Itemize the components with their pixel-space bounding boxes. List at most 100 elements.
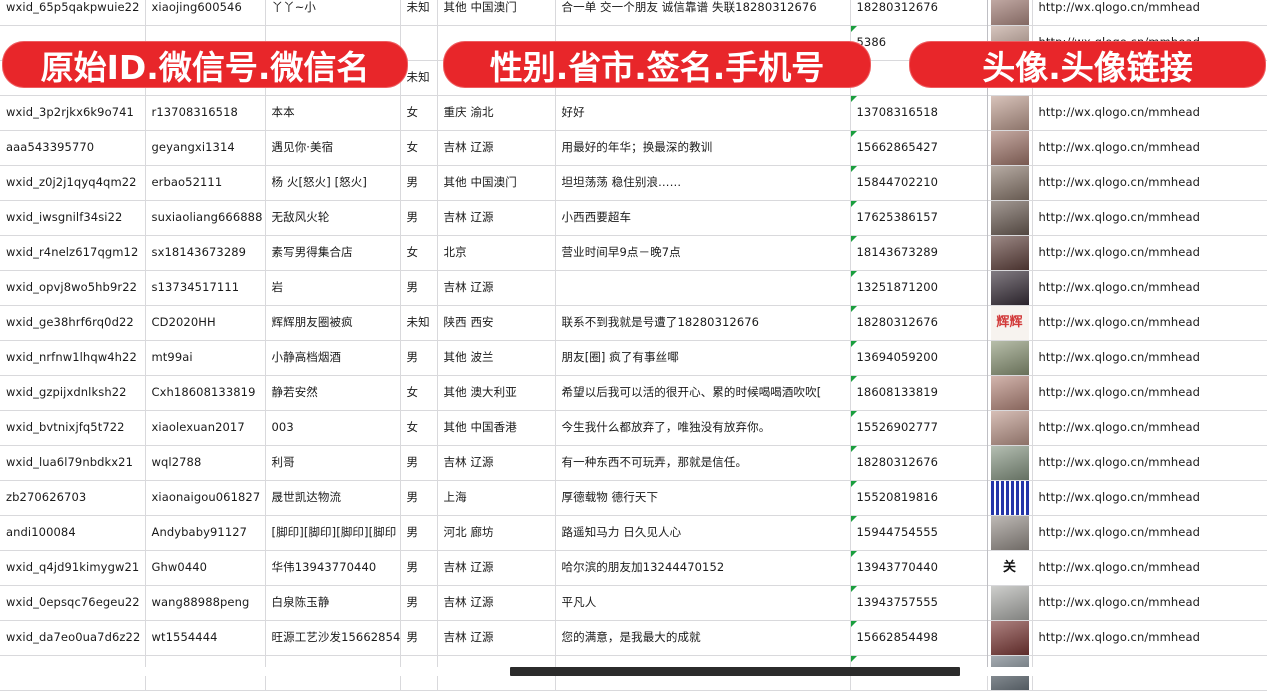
avatar[interactable]	[990, 410, 1029, 445]
cell-signature[interactable]: 厚德载物 德行天下	[555, 480, 851, 516]
cell-original-id[interactable]: wxid_ge38hrf6rq0d22	[0, 305, 146, 341]
cell-avatar-url[interactable]: http://wx.qlogo.cn/mmhead	[1032, 410, 1267, 446]
table-row[interactable]: wxid_nrfnw1lhqw4h22 mt99ai 小静高档烟酒男其他 波兰 朋友[…	[0, 340, 1267, 376]
cell-avatar[interactable]: 辉辉	[987, 305, 1033, 341]
cell-signature[interactable]: 平凡人	[555, 585, 851, 621]
cell-nickname[interactable]: 小静高档烟酒	[265, 340, 401, 376]
cell-province-city[interactable]: 吉林 辽源	[437, 445, 556, 481]
cell-avatar[interactable]	[987, 95, 1033, 131]
cell-avatar[interactable]	[987, 130, 1033, 166]
cell-avatar-url[interactable]: http://wx.qlogo.cn/mmhead	[1032, 480, 1267, 516]
cell-avatar-url[interactable]: http://wx.qlogo.cn/mmhead	[1032, 585, 1267, 621]
table-row[interactable]: wxid_opvj8wo5hb9r22 s13734517111 岩男吉林 辽源 13…	[0, 270, 1267, 306]
cell-nickname[interactable]: 旺源工艺沙发15662854	[265, 620, 401, 656]
cell-signature[interactable]: 您的满意，是我最大的成就	[555, 620, 851, 656]
cell-province-city[interactable]: 北京	[437, 235, 556, 271]
cell-province-city[interactable]: 吉林 辽源	[437, 200, 556, 236]
avatar[interactable]	[990, 200, 1029, 235]
cell-avatar-url[interactable]: http://wx.qlogo.cn/mmhead	[1032, 515, 1267, 551]
cell-province-city[interactable]: 吉林 辽源	[437, 585, 556, 621]
cell-phone-number[interactable]: 15944754555	[850, 515, 988, 551]
cell-gender[interactable]: 男	[400, 270, 438, 306]
cell-phone-number[interactable]: 18280312676	[850, 0, 988, 26]
cell-gender[interactable]: 女	[400, 375, 438, 411]
cell-gender[interactable]: 女	[400, 130, 438, 166]
cell-avatar[interactable]	[987, 0, 1033, 26]
cell-phone-number[interactable]: 13694059200	[850, 340, 988, 376]
cell-avatar[interactable]	[987, 445, 1033, 481]
cell-nickname[interactable]: 素写男得集合店	[265, 235, 401, 271]
cell-gender[interactable]: 男	[400, 550, 438, 586]
cell-wechat-id[interactable]: erbao52111	[145, 165, 266, 201]
avatar[interactable]	[990, 620, 1029, 655]
cell-original-id[interactable]: wxid_3p2rjkx6k9o741	[0, 95, 146, 131]
table-row[interactable]: wxid_da7eo0ua7d6z22 wt1554444 旺源工艺沙发156628…	[0, 620, 1267, 656]
cell-avatar[interactable]	[987, 375, 1033, 411]
cell-gender[interactable]: 男	[400, 165, 438, 201]
avatar[interactable]	[990, 585, 1029, 620]
cell-avatar-url[interactable]: http://wx.qlogo.cn/mmhead	[1032, 270, 1267, 306]
avatar[interactable]	[990, 480, 1029, 515]
cell-gender[interactable]: 男	[400, 480, 438, 516]
cell-gender[interactable]: 女	[400, 410, 438, 446]
cell-original-id[interactable]: wxid_opvj8wo5hb9r22	[0, 270, 146, 306]
cell-nickname[interactable]: 晟世凯达物流	[265, 480, 401, 516]
horizontal-scrollbar[interactable]	[0, 667, 1267, 676]
table-row[interactable]: wxid_lua6l79nbdkx21 wql2788 利哥男吉林 辽源 有一种东西不…	[0, 445, 1267, 481]
cell-nickname[interactable]: 无敌风火轮	[265, 200, 401, 236]
table-row[interactable]: zb270626703 xiaonaigou061827 晟世凯达物流男上海 厚德载物…	[0, 480, 1267, 516]
cell-nickname[interactable]: 丫丫~小	[265, 0, 401, 26]
cell-signature[interactable]: 好好	[555, 95, 851, 131]
cell-province-city[interactable]: 河北 廊坊	[437, 515, 556, 551]
cell-province-city[interactable]: 其他 中国澳门	[437, 0, 556, 26]
cell-avatar[interactable]	[987, 410, 1033, 446]
cell-signature[interactable]: 希望以后我可以活的很开心、累的时候喝喝酒吹吹[	[555, 375, 851, 411]
cell-gender[interactable]: 男	[400, 340, 438, 376]
cell-original-id[interactable]: aaa543395770	[0, 130, 146, 166]
avatar[interactable]	[990, 0, 1029, 25]
cell-signature[interactable]: 坦坦荡荡 稳住别浪……	[555, 165, 851, 201]
cell-province-city[interactable]: 陕西 西安	[437, 305, 556, 341]
cell-avatar-url[interactable]: http://wx.qlogo.cn/mmhead	[1032, 165, 1267, 201]
cell-avatar[interactable]	[987, 340, 1033, 376]
cell-nickname[interactable]: 本本	[265, 95, 401, 131]
cell-phone-number[interactable]: 15844702210	[850, 165, 988, 201]
cell-avatar-url[interactable]: http://wx.qlogo.cn/mmhead	[1032, 200, 1267, 236]
cell-signature[interactable]: 朋友[圈] 疯了有事丝㖿	[555, 340, 851, 376]
cell-phone-number[interactable]: 18280312676	[850, 445, 988, 481]
cell-original-id[interactable]: wxid_iwsgnilf34si22	[0, 200, 146, 236]
cell-wechat-id[interactable]: xiaojing600546	[145, 0, 266, 26]
cell-avatar[interactable]	[987, 200, 1033, 236]
cell-avatar-url[interactable]: http://wx.qlogo.cn/mmhead	[1032, 95, 1267, 131]
cell-avatar-url[interactable]: http://wx.qlogo.cn/mmhead	[1032, 235, 1267, 271]
cell-phone-number[interactable]: 13943757555	[850, 585, 988, 621]
table-row[interactable]: wxid_iwsgnilf34si22 suxiaoliang666888 无敌风火…	[0, 200, 1267, 236]
cell-signature[interactable]: 有一种东西不可玩弄，那就是信任。	[555, 445, 851, 481]
scrollbar-thumb[interactable]	[510, 667, 960, 676]
cell-avatar[interactable]	[987, 235, 1033, 271]
cell-province-city[interactable]: 吉林 辽源	[437, 550, 556, 586]
cell-signature[interactable]: 联系不到我就是号遭了18280312676	[555, 305, 851, 341]
table-row[interactable]: wxid_0epsqc76egeu22 wang88988peng 白泉陈玉静男吉林…	[0, 585, 1267, 621]
avatar[interactable]	[990, 270, 1029, 305]
cell-avatar[interactable]: 关	[987, 550, 1033, 586]
cell-gender[interactable]: 男	[400, 200, 438, 236]
cell-wechat-id[interactable]: r13708316518	[145, 95, 266, 131]
cell-avatar[interactable]	[987, 270, 1033, 306]
cell-phone-number[interactable]: 13943770440	[850, 550, 988, 586]
cell-original-id[interactable]: wxid_bvtnixjfq5t722	[0, 410, 146, 446]
cell-gender[interactable]: 未知	[400, 0, 438, 26]
cell-phone-number[interactable]: 13708316518	[850, 95, 988, 131]
cell-avatar-url[interactable]: http://wx.qlogo.cn/mmhead	[1032, 620, 1267, 656]
cell-phone-number[interactable]: 18280312676	[850, 305, 988, 341]
cell-original-id[interactable]: wxid_gzpijxdnlksh22	[0, 375, 146, 411]
cell-original-id[interactable]: wxid_r4nelz617qgm12	[0, 235, 146, 271]
table-row[interactable]: wxid_65p5qakpwuie22 xiaojing600546 丫丫~小 未知其…	[0, 0, 1267, 26]
cell-original-id[interactable]: wxid_65p5qakpwuie22	[0, 0, 146, 26]
cell-avatar-url[interactable]: http://wx.qlogo.cn/mmhead	[1032, 0, 1267, 26]
cell-phone-number[interactable]: 13251871200	[850, 270, 988, 306]
cell-avatar-url[interactable]: http://wx.qlogo.cn/mmhead	[1032, 305, 1267, 341]
cell-signature[interactable]: 合一单 交一个朋友 诚信靠谱 失联18280312676	[555, 0, 851, 26]
cell-gender[interactable]: 女	[400, 95, 438, 131]
cell-province-city[interactable]: 其他 波兰	[437, 340, 556, 376]
